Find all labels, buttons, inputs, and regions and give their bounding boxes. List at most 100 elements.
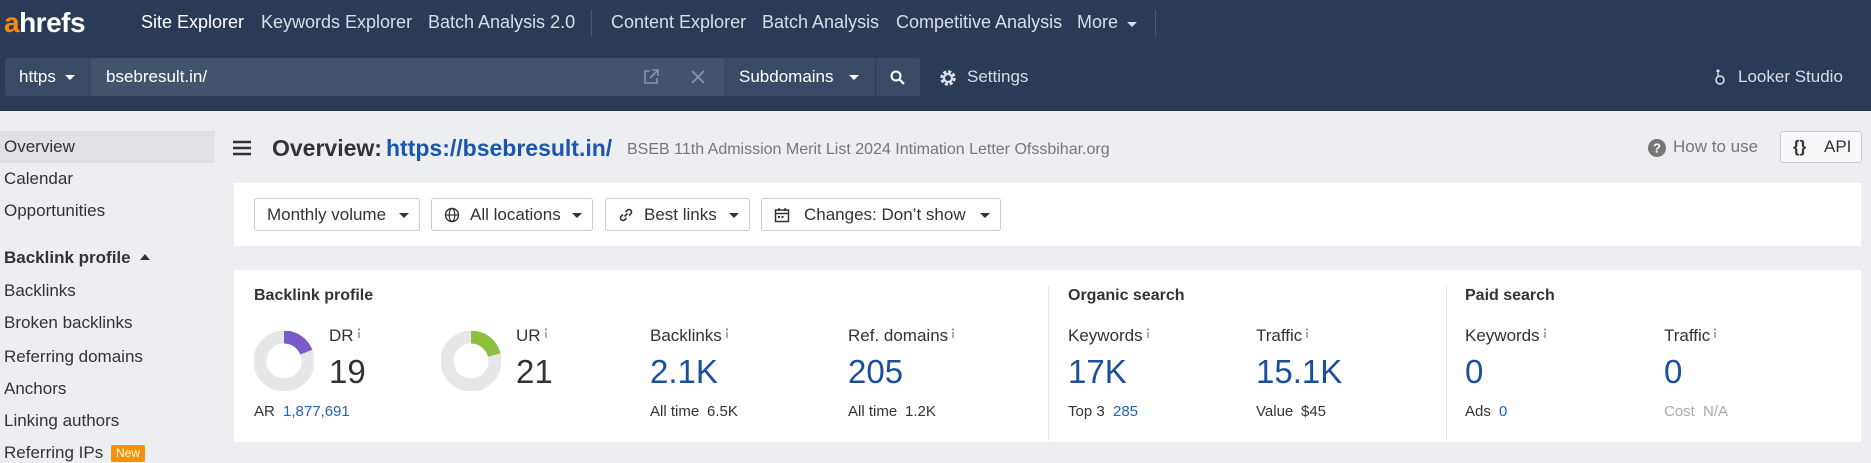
api-button[interactable]: {} API [1780,131,1862,163]
caret [1127,22,1137,27]
metric-value[interactable]: 17K [1068,353,1127,390]
section-title: Backlink profile [254,287,374,304]
sidebar-active [0,131,215,163]
search-icon [890,70,905,85]
caret [849,75,859,80]
sidebar-item[interactable]: Anchors [4,379,67,398]
sidebar-item[interactable]: Linking authors [4,411,120,430]
metric-sub-value[interactable]: 285 [1113,403,1139,420]
metric-sub-label: Top 3 [1068,403,1105,420]
gauge-arc [283,331,313,355]
metric-sub-label: All time [650,403,700,420]
how-to-use[interactable]: How to use [1673,137,1759,156]
filter-button[interactable]: Monthly volume [254,198,420,231]
logo[interactable]: ahrefs [4,7,86,38]
nav-item[interactable]: Batch Analysis 2.0 [428,12,576,32]
metric-sub-value: 1.2K [905,403,936,420]
metric-label: UR [516,326,541,345]
nav-item[interactable]: Keywords Explorer [261,12,413,32]
nav-item[interactable]: More [1077,12,1119,32]
metric-label: Traffic [1256,326,1303,345]
nav-item[interactable]: Competitive Analysis [896,12,1063,32]
metric-label: Traffic [1664,326,1711,345]
protocol-select[interactable]: https [5,58,91,96]
metric-sub-value[interactable]: 1,877,691 [283,403,350,420]
url-input[interactable]: bsebresult.in/ [91,58,724,96]
metric-value[interactable]: 15.1K [1256,353,1343,390]
sidebar-item[interactable]: Backlinks [4,281,76,300]
metric-label: DR [329,326,354,345]
open-link-icon [644,69,659,84]
metric-label: Keywords [1068,326,1143,345]
info-icon [1146,328,1150,338]
nav-item[interactable]: Content Explorer [611,12,747,32]
metric-sub-value: $45 [1301,403,1327,420]
api-icon: {} [1793,137,1807,156]
metric-label: Keywords [1465,326,1540,345]
metric-sub-label: AR [254,403,275,420]
section-divider [1048,286,1049,441]
sidebar-item[interactable]: Referring domains [4,347,143,366]
new-badge: New [111,445,146,462]
gauge [254,331,314,391]
info-icon [1305,328,1309,338]
scope-select[interactable]: Subdomains [724,58,875,96]
page-url[interactable]: https://bsebresult.in/ [386,135,613,161]
caret [399,213,409,218]
metric-label: Backlinks [650,326,722,345]
help-icon: ? [1648,139,1666,157]
sidebar-item[interactable]: Broken backlinks [4,313,133,332]
metric-sub-label: Ads [1465,403,1491,420]
url-text: bsebresult.in/ [106,67,208,86]
section-title: Organic search [1068,287,1185,304]
search-button[interactable] [876,58,920,96]
metric-value[interactable]: 205 [848,353,904,390]
nav-item[interactable]: Site Explorer [141,12,245,32]
filter-label: Changes: Don’t show [804,205,966,224]
looker-link[interactable]: Looker Studio [1738,67,1843,86]
filter-button[interactable]: Changes: Don’t show [761,198,1001,231]
caret [572,213,582,218]
gauge [441,331,501,391]
metric-value[interactable]: 0 [1664,353,1683,390]
info-icon [951,328,955,338]
filter-button[interactable]: Best links [605,198,750,231]
menu-icon [233,140,251,156]
metric-value: 21 [516,353,553,390]
sidebar-section[interactable]: Backlink profile [4,248,131,267]
page-title: Overview: [272,135,382,161]
metric-sub-value[interactable]: 0 [1499,403,1508,420]
metric-sub-value: 6.5K [707,403,738,420]
section-title: Paid search [1465,287,1555,304]
info-icon [725,328,729,338]
sidebar-item[interactable]: Calendar [4,169,73,188]
info-icon [357,328,361,338]
sidebar-item[interactable]: Overview [4,137,75,156]
caret-up [140,254,150,260]
gear-icon [940,70,956,86]
metrics-panel [234,270,1861,442]
metric-sub-value: N/A [1703,403,1729,420]
filter-label: All locations [470,205,561,224]
metric-sub-label: Value [1256,403,1294,420]
sidebar-item[interactable]: Referring IPs [4,443,104,462]
metric-value[interactable]: 2.1K [650,353,718,390]
metric-value[interactable]: 0 [1465,353,1484,390]
nav-item[interactable]: Batch Analysis [762,12,880,32]
sidebar-item[interactable]: Opportunities [4,201,106,220]
filter-icon [774,208,790,223]
filter-button[interactable]: All locations [431,198,593,231]
section-divider [1446,286,1447,441]
metric-label: Ref. domains [848,326,949,345]
caret [729,213,739,218]
protocol-label: https [19,67,56,86]
info-icon [1713,328,1717,338]
scope-label: Subdomains [739,67,834,86]
looker-icon [1715,69,1725,85]
metric-sub-label: All time [848,403,898,420]
api-label: API [1824,137,1852,156]
gauge-arc [470,331,501,358]
settings-link[interactable]: Settings [967,67,1029,86]
filter-label: Best links [644,205,717,224]
